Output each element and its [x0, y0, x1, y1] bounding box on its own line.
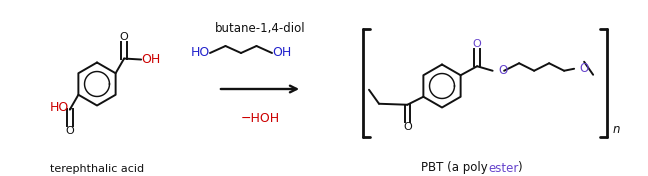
Text: O: O — [65, 127, 75, 136]
Text: HO: HO — [50, 102, 69, 114]
Text: O: O — [120, 32, 128, 42]
Text: O: O — [473, 39, 481, 49]
Text: n: n — [613, 123, 621, 136]
Text: OH: OH — [273, 46, 292, 59]
Text: −HOH: −HOH — [240, 112, 279, 125]
Text: terephthalic acid: terephthalic acid — [50, 164, 144, 174]
Text: O: O — [498, 64, 507, 77]
Text: ester: ester — [488, 162, 518, 174]
Text: O: O — [579, 62, 589, 75]
Text: ): ) — [518, 162, 522, 174]
Text: butane-1,4-diol: butane-1,4-diol — [214, 23, 305, 36]
Text: HO: HO — [191, 46, 210, 59]
Text: PBT (a poly: PBT (a poly — [421, 162, 488, 174]
Text: O: O — [403, 122, 411, 132]
Text: OH: OH — [142, 53, 161, 66]
